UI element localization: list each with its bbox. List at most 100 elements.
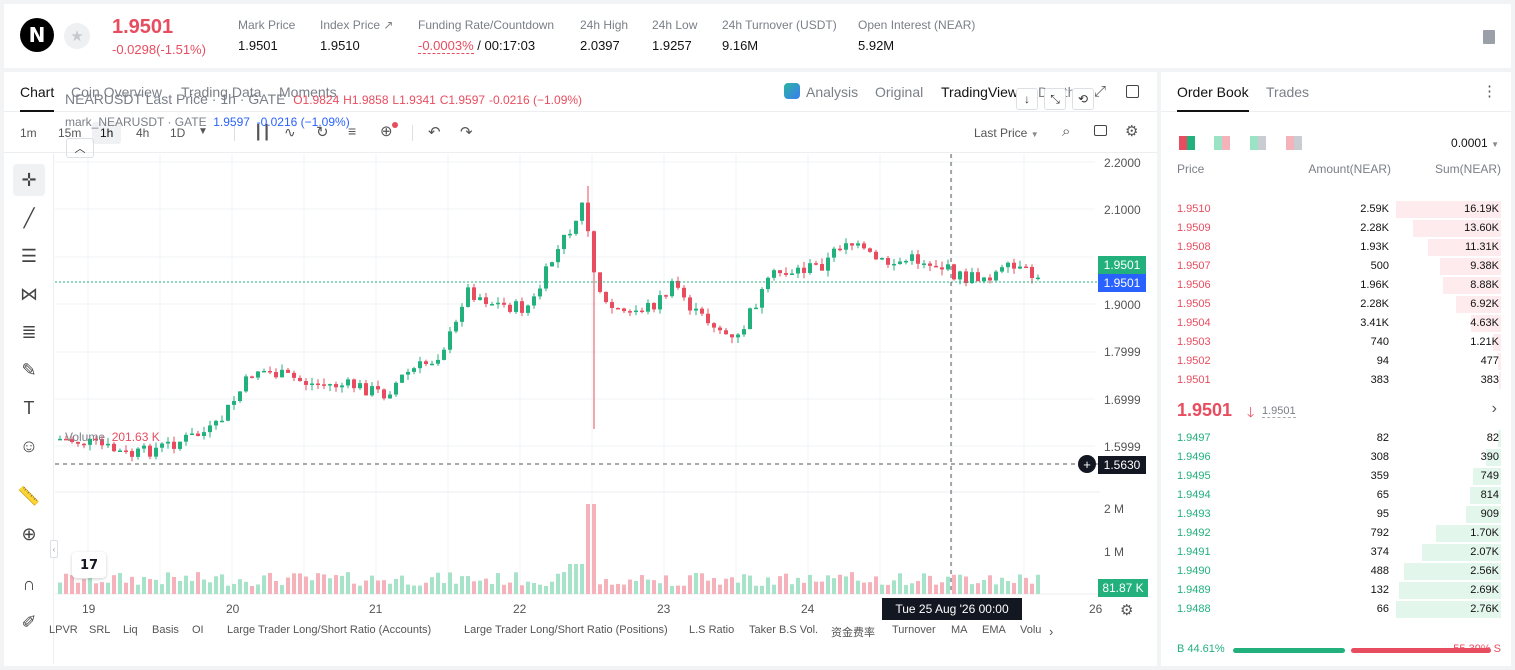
brush-tool-icon[interactable]: ✎	[21, 359, 37, 380]
indicator-item[interactable]: 资金费率	[831, 627, 875, 639]
bid-row[interactable]: 1.9491 374 2.07K	[1161, 543, 1511, 562]
window-icon[interactable]	[1126, 85, 1139, 98]
price-chart[interactable]	[55, 154, 1155, 624]
timeframe-4h[interactable]: 4h	[136, 126, 150, 140]
volume-axis-label: 2 M	[1104, 502, 1125, 516]
indicator-item[interactable]: LPVR	[49, 624, 78, 636]
bid-row[interactable]: 1.9495 359 749	[1161, 467, 1511, 486]
refresh-icon[interactable]: ↻	[316, 124, 329, 141]
timeframe-15m[interactable]: 15m	[58, 126, 82, 140]
view-both-icon[interactable]	[1179, 136, 1195, 150]
pattern-tool-icon[interactable]: ⋈	[20, 283, 38, 304]
download-icon[interactable]: ↓	[1016, 88, 1038, 110]
view-bids-asks-icon[interactable]	[1214, 136, 1230, 150]
collapse-chart-icon[interactable]: ⤡	[1044, 88, 1066, 110]
ask-row[interactable]: 1.9501 383 383	[1161, 371, 1511, 390]
indicator-item[interactable]: L.S Ratio	[689, 624, 735, 636]
add-indicator-icon[interactable]: ⊕	[380, 122, 398, 140]
undo-icon[interactable]: ↶	[428, 124, 441, 141]
indicator-item[interactable]: EMA	[982, 624, 1006, 636]
horizontal-lines-tool-icon[interactable]: ☰	[20, 245, 38, 266]
indicator-item[interactable]: OI	[192, 624, 204, 636]
indicator-item[interactable]: Volu	[1020, 624, 1042, 636]
view-asks-icon[interactable]	[1286, 136, 1302, 150]
volume-bar	[88, 572, 92, 594]
ask-row[interactable]: 1.9507 500 9.38K	[1161, 257, 1511, 276]
volume-bar	[94, 583, 98, 594]
indicator-item[interactable]: Basis	[152, 624, 179, 636]
add-alert-icon[interactable]: +	[1078, 455, 1096, 473]
indicator-item[interactable]: SRL	[89, 624, 111, 636]
ask-row[interactable]: 1.9503 740 1.21K	[1161, 333, 1511, 352]
refresh-chart-icon[interactable]: ⟲	[1072, 88, 1094, 110]
bid-row[interactable]: 1.9497 82 82	[1161, 429, 1511, 448]
crosshair-tool-icon[interactable]: ✛	[13, 164, 45, 196]
chevron-right-icon[interactable]: ›	[1491, 400, 1497, 417]
emoji-tool-icon[interactable]: ☺	[19, 435, 39, 456]
favorite-star-icon[interactable]: ★	[64, 23, 90, 49]
ask-row[interactable]: 1.9506 1.96K 8.88K	[1161, 276, 1511, 295]
timeframe-dropdown-icon[interactable]: ▼	[198, 126, 208, 137]
tab-moments[interactable]: Moments	[279, 84, 337, 100]
fib-tool-icon[interactable]: ≣	[21, 321, 37, 342]
timeframe-1h[interactable]: 1h	[92, 122, 122, 144]
candle-body	[550, 262, 554, 267]
expand-icon[interactable]: ⤢	[1094, 83, 1107, 100]
magnet-tool-icon[interactable]: ∩	[22, 573, 36, 594]
more-options-icon[interactable]: ⋮	[1482, 83, 1497, 100]
view-bids-icon[interactable]	[1250, 136, 1266, 150]
timeframe-1d[interactable]: 1D	[170, 126, 186, 140]
indicator-item[interactable]: Liq	[123, 624, 138, 636]
candle-type-icon[interactable]: ┃┃	[254, 124, 271, 140]
tab-order-book[interactable]: Order Book	[1177, 84, 1249, 112]
ask-row[interactable]: 1.9505 2.28K 6.92K	[1161, 295, 1511, 314]
trend-line-tool-icon[interactable]: ╱	[23, 207, 35, 228]
chart-settings-icon[interactable]: ⚙	[1120, 602, 1134, 619]
indicators-icon[interactable]: ∿	[284, 124, 296, 140]
indicator-item[interactable]: MA	[951, 624, 968, 636]
text-tool-icon[interactable]: T	[23, 397, 35, 418]
ruler-tool-icon[interactable]: 📏	[17, 485, 41, 506]
bid-row[interactable]: 1.9493 95 909	[1161, 505, 1511, 524]
bid-row[interactable]: 1.9496 308 390	[1161, 448, 1511, 467]
mid-mark-price: 1.9501	[1262, 405, 1296, 418]
indicator-item[interactable]: Large Trader Long/Short Ratio (Positions…	[464, 624, 668, 636]
bid-row[interactable]: 1.9492 792 1.70K	[1161, 524, 1511, 543]
view-tab-analysis[interactable]: Analysis	[806, 84, 859, 100]
tab-coin-overview[interactable]: Coin Overview	[71, 84, 163, 100]
indicator-item[interactable]: Taker B.S Vol.	[749, 624, 819, 636]
ask-row[interactable]: 1.9502 94 477	[1161, 352, 1511, 371]
ask-row[interactable]: 1.9504 3.41K 4.63K	[1161, 314, 1511, 333]
bid-row[interactable]: 1.9488 66 2.76K	[1161, 600, 1511, 619]
expand-left-toolbar-icon[interactable]: ‹	[50, 540, 58, 558]
tradingview-logo-icon[interactable]: 17	[72, 552, 106, 578]
price-type-select[interactable]: Last Price ▼	[974, 126, 1039, 140]
view-tab-tradingview[interactable]: TradingView	[941, 84, 1019, 100]
indicator-item[interactable]: Turnover	[892, 624, 936, 636]
bid-row[interactable]: 1.9490 488 2.56K	[1161, 562, 1511, 581]
indicator-scroll-right-icon[interactable]: ›	[1049, 624, 1054, 639]
indicator-item[interactable]: Large Trader Long/Short Ratio (Accounts)	[227, 624, 432, 636]
settings-gear-icon[interactable]: ⚙	[1125, 123, 1139, 140]
bid-row[interactable]: 1.9494 65 814	[1161, 486, 1511, 505]
volume-bar	[424, 582, 428, 594]
zoom-in-tool-icon[interactable]: ⊕	[21, 523, 37, 544]
stat-index-price[interactable]: Index Price ↗ 1.9510	[320, 18, 394, 53]
lock-drawing-tool-icon[interactable]: ✐	[21, 611, 37, 632]
timeframe-1m[interactable]: 1m	[20, 126, 37, 140]
layout-icon[interactable]: ≡	[348, 123, 357, 139]
bid-row[interactable]: 1.9489 132 2.69K	[1161, 581, 1511, 600]
ask-row[interactable]: 1.9510 2.59K 16.19K	[1161, 200, 1511, 219]
view-tab-original[interactable]: Original	[875, 84, 924, 100]
ask-row[interactable]: 1.9508 1.93K 11.31K	[1161, 238, 1511, 257]
collapse-legend-button[interactable]: ︿	[66, 138, 94, 158]
precision-select[interactable]: 0.0001 ▼	[1451, 136, 1499, 150]
tab-trades[interactable]: Trades	[1266, 84, 1310, 100]
tab-trading-data[interactable]: Trading Data	[181, 84, 262, 100]
bookmark-icon[interactable]	[1483, 30, 1495, 44]
search-icon[interactable]: ⌕	[1062, 123, 1071, 140]
camera-icon[interactable]	[1094, 125, 1107, 136]
ask-row[interactable]: 1.9509 2.28K 13.60K	[1161, 219, 1511, 238]
tab-chart[interactable]: Chart	[20, 84, 55, 112]
redo-icon[interactable]: ↷	[460, 124, 473, 141]
